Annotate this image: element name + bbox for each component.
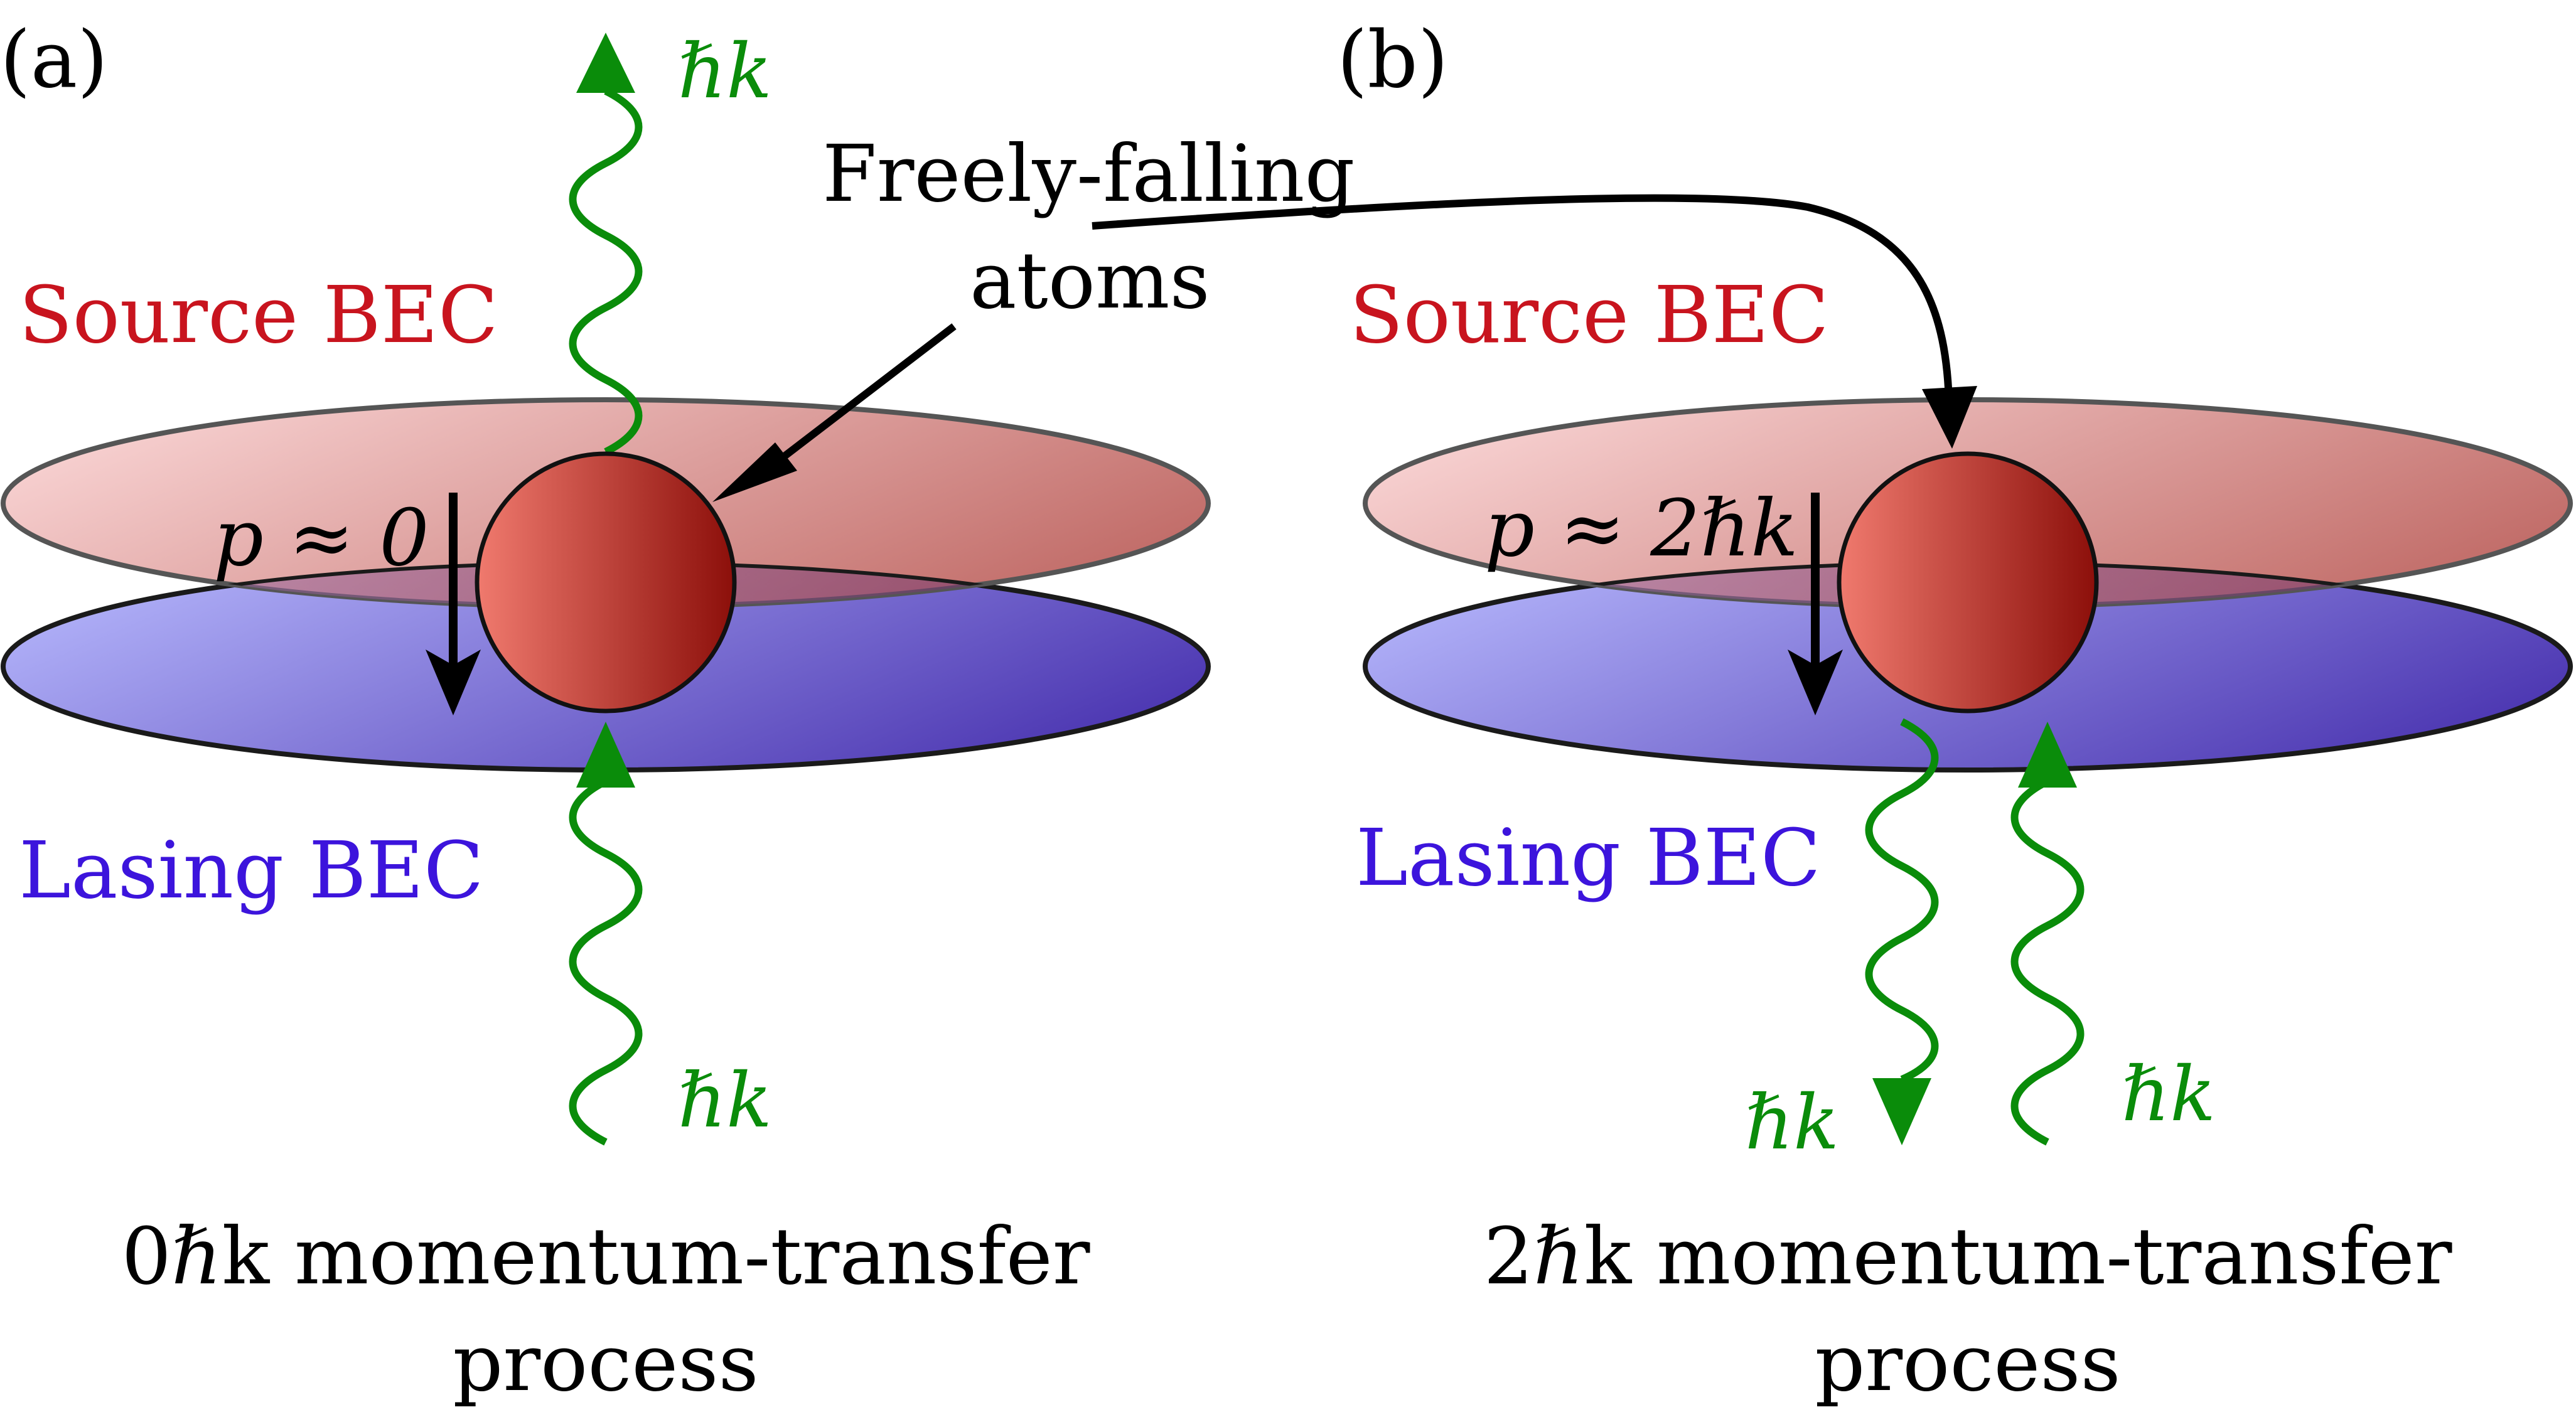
panel-b-lasing-bec-label: Lasing BEC (1356, 813, 1821, 904)
panel-a-photon-top-label: ℏk (678, 28, 772, 115)
panel-b-photon-right-arrowhead (2018, 722, 2077, 788)
panel-b-photon-left-label: ℏk (1745, 1079, 1839, 1167)
callout-arrow-to-panel-b (1092, 194, 1953, 402)
panel-a-photon-bottom-wave (569, 778, 643, 1146)
panel-a-photon-top-arrowhead (576, 33, 635, 93)
panel-b-photon-right-wave (2010, 778, 2085, 1146)
callout-arrow-to-panel-a (751, 323, 957, 483)
panel-a-caption-line1: 0ℏk momentum-transfer (122, 1211, 1090, 1302)
callout-arrowhead-panel-b (1922, 386, 1977, 449)
panel-a-atom (475, 451, 737, 714)
panel-b-photon-right-label: ℏk (2122, 1051, 2216, 1138)
panel-b: (b) ℏk ℏk p ≈ 2ℏk Source BEC Lasing BEC … (1337, 14, 2573, 1409)
callout-arrowhead-panel-a (712, 442, 797, 502)
panel-b-photon-left-arrowhead (1872, 1078, 1931, 1145)
panel-b-momentum-arrowhead (1788, 650, 1843, 715)
callout-line1: Freely-falling (822, 129, 1355, 220)
panel-b-source-bec-label: Source BEC (1350, 270, 1829, 361)
panel-a-lasing-bec-label: Lasing BEC (19, 825, 484, 916)
panel-a-tag: (a) (0, 14, 108, 105)
freely-falling-atoms-callout: Freely-falling atoms (712, 129, 1977, 502)
panel-a: (a) ℏk ℏk p ≈ 0 Source BEC Lasing BEC 0ℏ… (0, 14, 1211, 1409)
callout-line2: atoms (970, 235, 1210, 326)
panel-a-momentum-arrowhead (426, 650, 481, 715)
panel-a-momentum-label: p ≈ 0 (213, 493, 429, 584)
panel-b-photon-left-wave (1865, 718, 1939, 1083)
panel-a-caption-line2: process (453, 1318, 758, 1409)
panel-a-source-bec-label: Source BEC (19, 270, 498, 361)
panel-a-photon-bottom-label: ℏk (678, 1057, 772, 1145)
panel-b-caption-line2: process (1815, 1318, 2120, 1409)
panel-b-caption-line1: 2ℏk momentum-transfer (1484, 1211, 2452, 1302)
panel-a-photon-bottom-arrowhead (576, 722, 635, 788)
panel-b-momentum-label: p ≈ 2ℏk (1484, 483, 1798, 574)
panel-b-atom (1837, 451, 2099, 714)
panel-a-photon-top-wave (569, 87, 643, 456)
panel-b-tag: (b) (1337, 14, 1449, 105)
